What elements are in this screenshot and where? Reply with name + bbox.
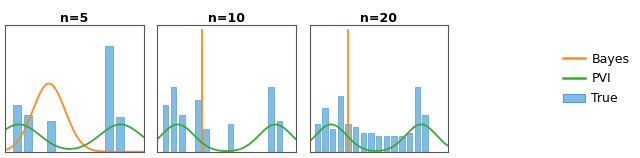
Bar xyxy=(346,124,351,152)
Bar xyxy=(376,136,381,152)
Bar xyxy=(195,100,201,152)
Bar xyxy=(276,121,282,152)
Bar xyxy=(369,133,374,152)
Bar xyxy=(323,108,328,152)
Bar xyxy=(13,105,20,152)
Bar xyxy=(422,115,428,152)
Bar xyxy=(24,115,32,152)
Title: n=5: n=5 xyxy=(60,12,88,25)
Bar xyxy=(407,133,412,152)
Bar xyxy=(361,133,366,152)
Bar xyxy=(353,127,358,152)
Bar xyxy=(384,136,389,152)
Bar xyxy=(338,96,343,152)
Legend: Bayes, PVI, True: Bayes, PVI, True xyxy=(561,51,630,107)
Bar xyxy=(171,87,177,152)
Title: n=10: n=10 xyxy=(208,12,245,25)
Bar xyxy=(392,136,397,152)
Bar xyxy=(179,115,184,152)
Title: n=20: n=20 xyxy=(360,12,397,25)
Bar xyxy=(228,124,234,152)
Bar xyxy=(415,87,420,152)
Bar xyxy=(163,105,168,152)
Bar xyxy=(116,117,125,152)
Bar xyxy=(315,124,320,152)
Bar xyxy=(47,121,55,152)
Bar xyxy=(330,129,335,152)
Bar xyxy=(105,46,113,152)
Bar xyxy=(204,129,209,152)
Bar xyxy=(399,136,404,152)
Bar xyxy=(269,87,274,152)
